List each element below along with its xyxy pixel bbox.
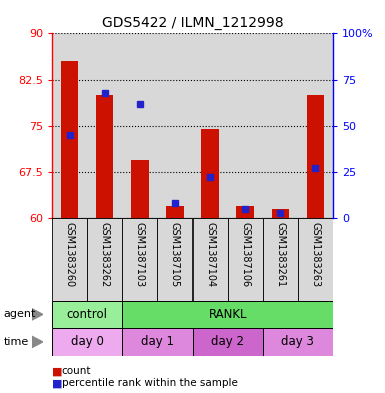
Text: day 1: day 1 — [141, 335, 174, 349]
Text: GSM1387105: GSM1387105 — [170, 222, 180, 288]
Bar — [166, 206, 184, 218]
Bar — [122, 301, 333, 328]
Text: GSM1387106: GSM1387106 — [240, 222, 250, 287]
Bar — [192, 218, 228, 301]
Bar — [52, 218, 87, 301]
Bar — [122, 328, 192, 356]
Bar — [192, 328, 263, 356]
Bar — [122, 218, 157, 301]
Text: GSM1383260: GSM1383260 — [65, 222, 75, 287]
Bar — [96, 95, 114, 218]
Text: day 3: day 3 — [281, 335, 314, 349]
Title: GDS5422 / ILMN_1212998: GDS5422 / ILMN_1212998 — [102, 16, 283, 29]
Polygon shape — [32, 309, 43, 320]
Bar — [157, 218, 192, 301]
Bar — [228, 218, 263, 301]
Text: RANKL: RANKL — [208, 308, 247, 321]
Bar — [61, 61, 78, 218]
Text: GSM1383262: GSM1383262 — [100, 222, 110, 288]
Text: time: time — [4, 337, 29, 347]
Text: GSM1383261: GSM1383261 — [275, 222, 285, 287]
Text: percentile rank within the sample: percentile rank within the sample — [62, 378, 238, 388]
Text: count: count — [62, 366, 91, 376]
Text: control: control — [67, 308, 107, 321]
Bar — [236, 206, 254, 218]
Bar — [87, 218, 122, 301]
Bar — [298, 218, 333, 301]
Text: ■: ■ — [52, 378, 62, 388]
Text: GSM1387103: GSM1387103 — [135, 222, 145, 287]
Bar — [263, 328, 333, 356]
Polygon shape — [32, 336, 43, 347]
Bar — [131, 160, 149, 218]
Bar — [201, 129, 219, 218]
Bar — [52, 328, 122, 356]
Text: day 2: day 2 — [211, 335, 244, 349]
Bar — [307, 95, 324, 218]
Bar — [52, 301, 122, 328]
Text: agent: agent — [4, 309, 36, 320]
Text: GSM1387104: GSM1387104 — [205, 222, 215, 287]
Text: day 0: day 0 — [71, 335, 104, 349]
Bar — [263, 218, 298, 301]
Text: ■: ■ — [52, 366, 62, 376]
Text: GSM1383263: GSM1383263 — [310, 222, 320, 287]
Bar — [271, 209, 289, 218]
